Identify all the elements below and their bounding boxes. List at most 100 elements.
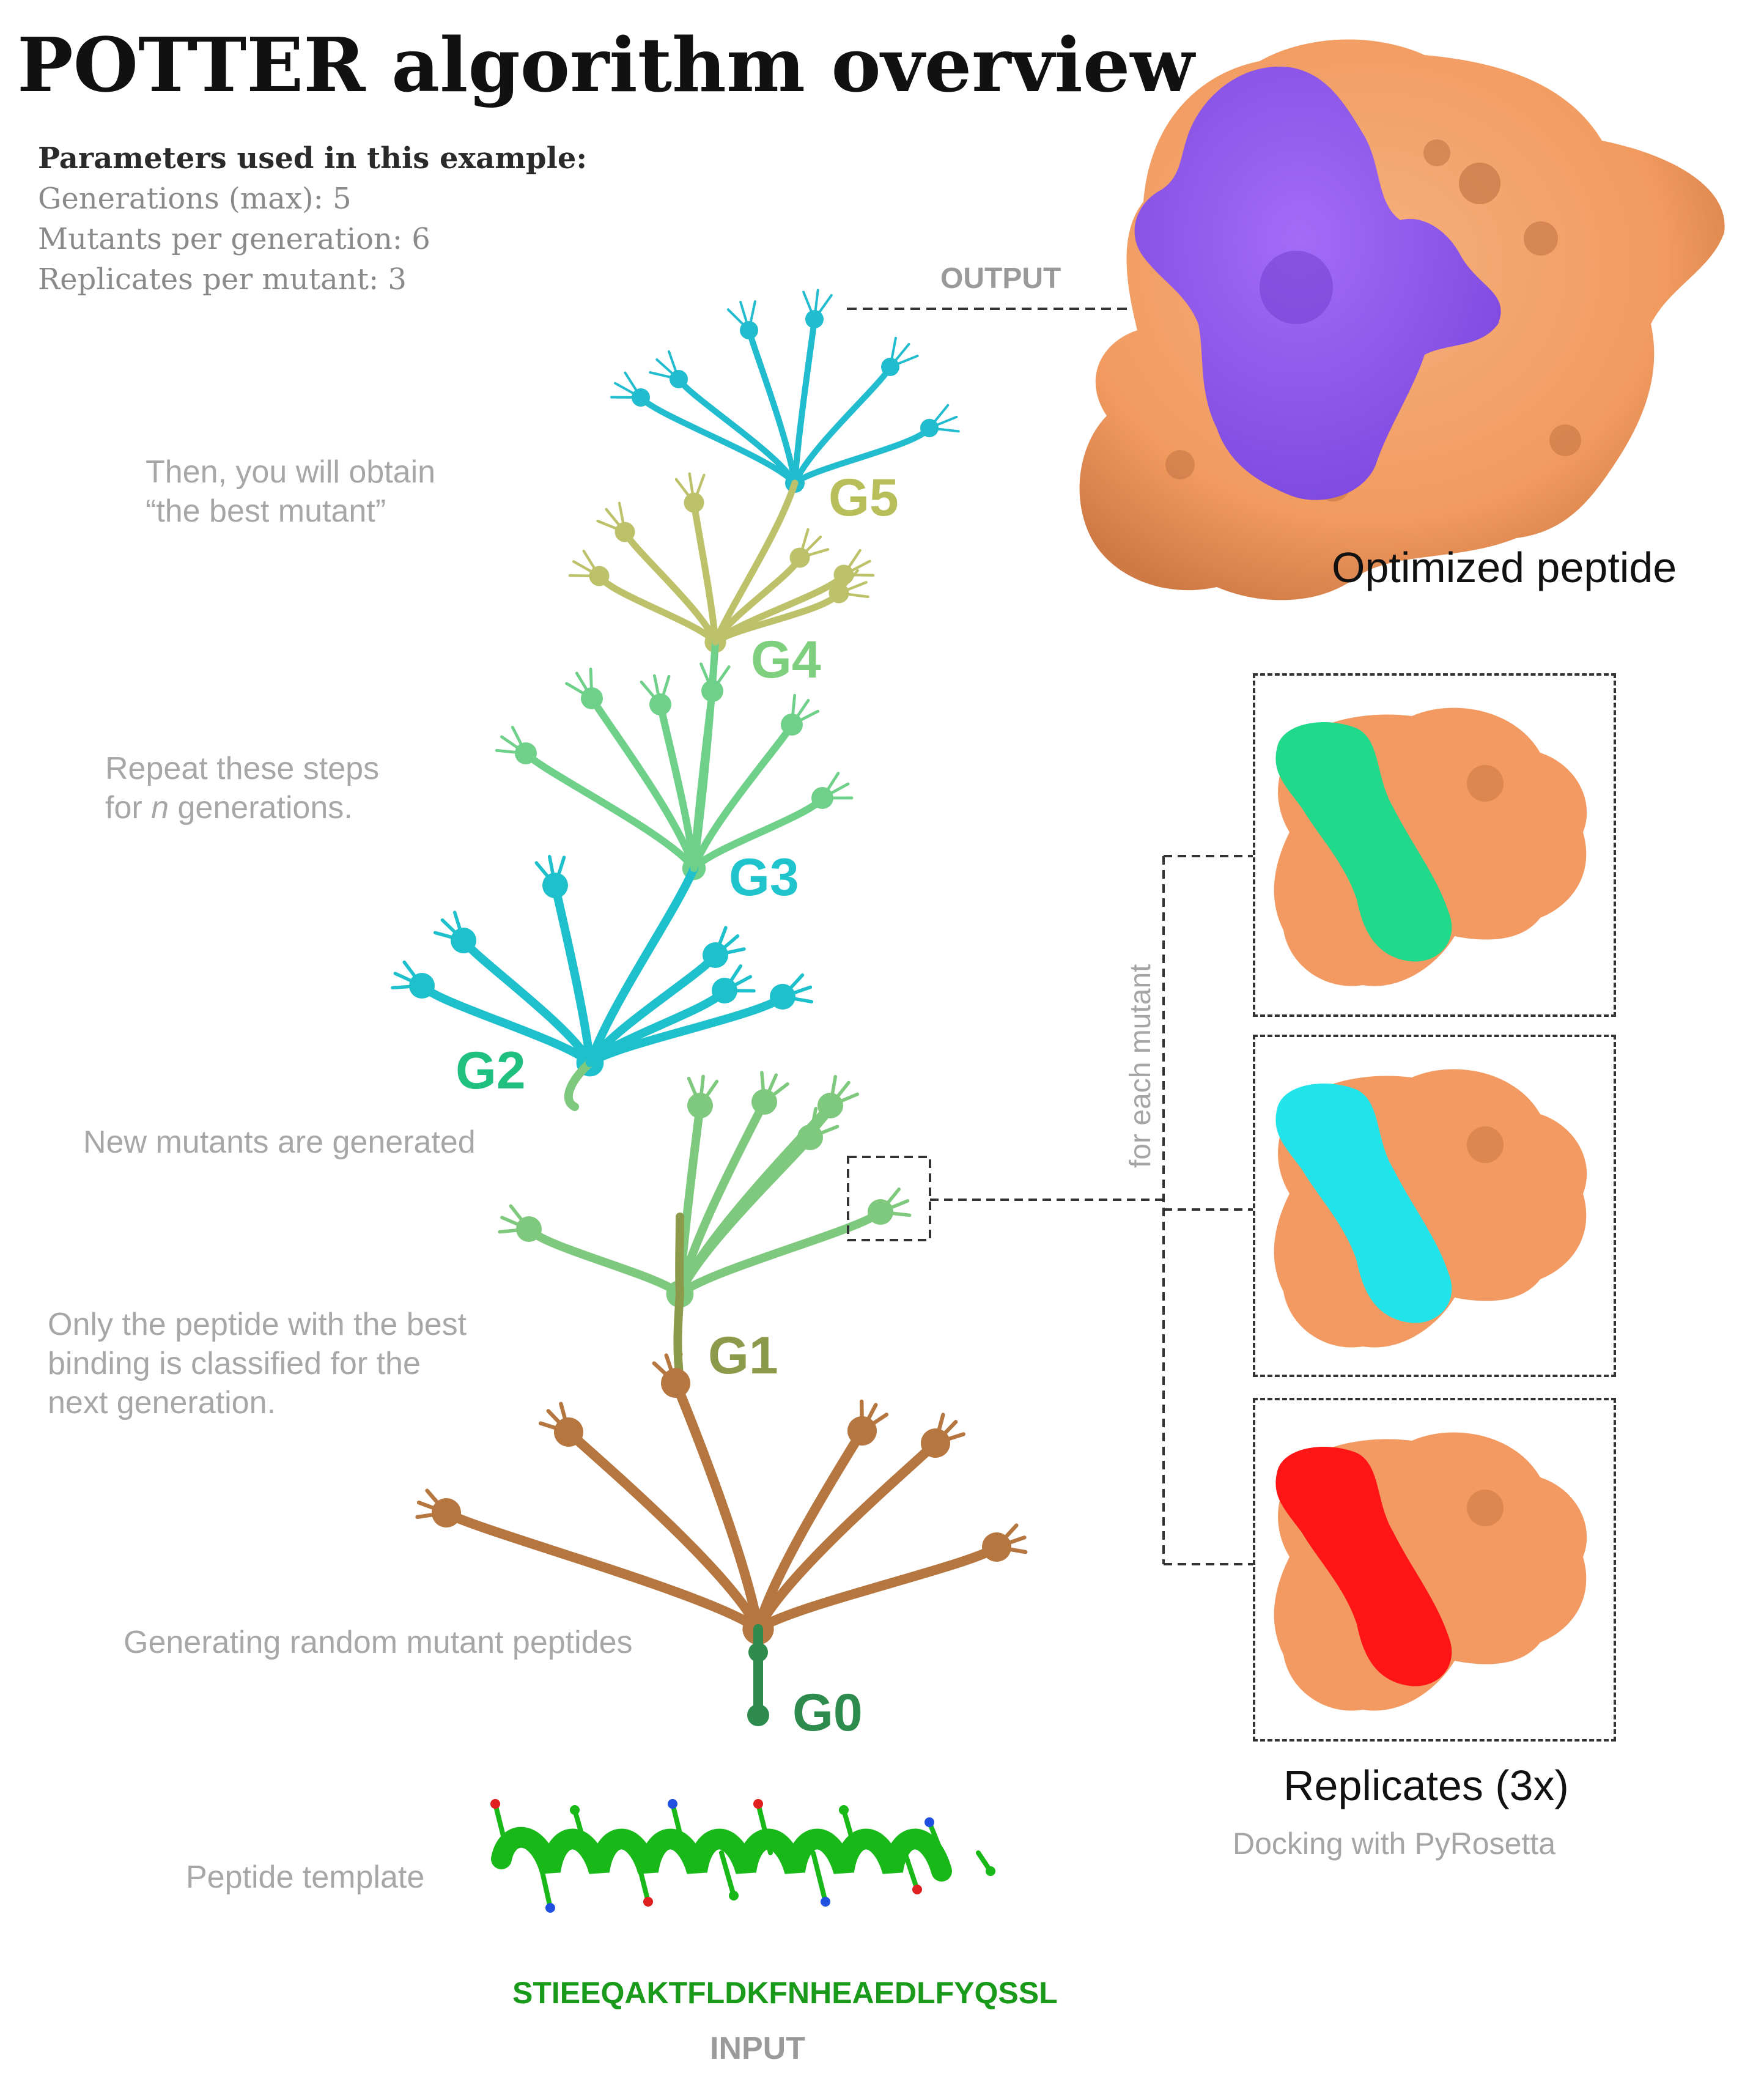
replicate-3-peptide xyxy=(1275,1447,1452,1686)
gen3-branch-0 xyxy=(522,750,698,872)
docking-label: Docking with PyRosetta xyxy=(1233,1827,1556,1861)
output-label: OUTPUT xyxy=(940,262,1061,295)
generation-label-g3: G3 xyxy=(729,848,799,907)
side-chain-1 xyxy=(536,1850,553,1910)
generation-label-g1: G1 xyxy=(708,1326,778,1385)
g0-input-node xyxy=(747,1704,769,1726)
gen2-branch-0 xyxy=(418,981,594,1067)
gen2-branch-1-tip-1 xyxy=(440,918,465,942)
gen5-branch-4-tip-1 xyxy=(889,342,910,368)
side-chain-atom-5 xyxy=(729,1891,739,1900)
gen1-branch-2-tip-1 xyxy=(762,1073,778,1104)
replicate-1-peptide xyxy=(1275,722,1452,962)
page-title: POTTER algorithm overview xyxy=(17,21,1195,109)
gen0-branch-1-tip-1 xyxy=(546,1409,571,1435)
peptide-shadow xyxy=(1260,251,1333,324)
parameters-block: Parameters used in this example: Generat… xyxy=(38,138,587,300)
gen4-branch-2-tip-2 xyxy=(692,473,706,504)
gen1-branch-1-tip-2 xyxy=(698,1079,719,1107)
gen1-branch-5-tip-2 xyxy=(808,1125,840,1139)
side-chain-5 xyxy=(719,1850,736,1898)
gen5-branch-5-tip-0 xyxy=(928,404,950,429)
gen5-branch-2-tip-0 xyxy=(726,308,750,331)
gen1-branch-0-tip-1 xyxy=(500,1216,531,1231)
generation-label-g0: G0 xyxy=(792,1683,863,1742)
gen5-branch-2-tip-2 xyxy=(748,300,756,331)
gen3-branch-2-tip-2 xyxy=(659,674,671,706)
gen1-branch-2 xyxy=(676,1098,769,1298)
gen0-branch-1-tip-0 xyxy=(539,1421,571,1435)
gen5-branch-0-tip-1 xyxy=(614,382,642,399)
gen0-branch-1-tip-2 xyxy=(559,1402,571,1435)
gen4-branch-1-tip-0 xyxy=(596,519,627,534)
gen5-branch-3-tip-1 xyxy=(813,289,819,320)
gen5-branch-1-tip-2 xyxy=(667,350,680,380)
gen3-branch-2-tip-1 xyxy=(652,674,662,706)
gen3-branch-1-tip-1 xyxy=(575,671,594,700)
side-chain-3 xyxy=(633,1850,651,1904)
side-chain-atom-8 xyxy=(839,1805,849,1815)
stem-g4 xyxy=(690,638,719,872)
gen2-branch-5 xyxy=(586,992,787,1067)
g1-selected-node xyxy=(665,1368,687,1390)
replicate-3-image xyxy=(1274,1432,1587,1711)
gen2-branch-3-tip-1 xyxy=(714,934,740,957)
gen4-branch-1-tip-1 xyxy=(605,508,627,534)
generation-label-g2: G2 xyxy=(456,1041,526,1100)
helix-ribbon xyxy=(491,1827,952,1882)
gen0-branch-1 xyxy=(564,1427,763,1634)
side-chain-2 xyxy=(572,1808,589,1855)
gen4-branch-3-tip-1 xyxy=(798,535,822,560)
gen4-branch-1 xyxy=(621,528,719,646)
gen3-branch-1-tip-0 xyxy=(565,682,594,700)
gen3-branch-1 xyxy=(588,695,698,872)
mutant-highlight-box xyxy=(847,1156,931,1241)
gen3-branch-4-tip-0 xyxy=(790,693,797,726)
gen5-branch-4 xyxy=(792,364,893,486)
gen1-branch-3-tip-2 xyxy=(828,1092,860,1107)
note-best-mutant: Then, you will obtain “the best mutant” xyxy=(146,454,436,529)
gen3-branch-0-tip-0 xyxy=(495,748,528,755)
side-chain-atom-0 xyxy=(490,1799,500,1809)
gen2-branch-4-tip-0 xyxy=(723,964,743,992)
gen2-branch-3-tip-2 xyxy=(714,947,746,957)
gen4-branch-4-tip-2 xyxy=(837,591,869,599)
gen0-branch-0-tip-2 xyxy=(425,1488,449,1515)
gen4-branch-1-tip-2 xyxy=(618,501,627,534)
gen3-branch-2-tip-0 xyxy=(640,680,662,706)
gen5-branch-5-tip-2 xyxy=(928,427,960,433)
side-chain-atom-4 xyxy=(668,1799,677,1809)
gen0-branch-0 xyxy=(441,1508,763,1634)
gen4-branch-5-tip-0 xyxy=(842,549,862,577)
parameters-heading: Parameters used in this example: xyxy=(38,141,588,175)
gen4-branch-4-tip-1 xyxy=(837,581,868,595)
gen0-branch-5-tip-1 xyxy=(994,1535,1027,1550)
stem-g1 xyxy=(675,1213,684,1298)
gen3-branch-5 xyxy=(690,794,826,872)
note-repeat-generations: generations. xyxy=(169,790,353,826)
gen1-branch-4-tip-1 xyxy=(879,1199,910,1214)
replicate-box-3 xyxy=(1253,1398,1616,1742)
optimized-peptide-surface xyxy=(1134,66,1501,500)
gen2-branch-3-tip-0 xyxy=(714,926,728,957)
gen2-branch-0-tip-2 xyxy=(402,960,424,988)
stem-g2 xyxy=(564,1058,594,1111)
gen1-branch-5-tip-0 xyxy=(808,1107,818,1139)
gen4-branch-2-tip-1 xyxy=(688,472,696,504)
gen2-branch-5-tip-2 xyxy=(781,995,814,1003)
gen5-branch-2-tip-1 xyxy=(739,301,750,331)
generation-label-g4: G4 xyxy=(751,630,821,689)
note-repeat-line1: Repeat these steps xyxy=(105,751,380,786)
gen0-group xyxy=(415,1352,1028,1645)
gen0-branch-4-tip-0 xyxy=(933,1413,945,1446)
side-chain-atom-3 xyxy=(643,1897,653,1907)
side-chain-atom-10 xyxy=(924,1817,934,1827)
optimized-peptide-label: Optimized peptide xyxy=(1332,544,1677,591)
gen5-branch-1-tip-1 xyxy=(655,358,680,380)
parameter-generations: Generations (max): 5 xyxy=(38,182,352,216)
